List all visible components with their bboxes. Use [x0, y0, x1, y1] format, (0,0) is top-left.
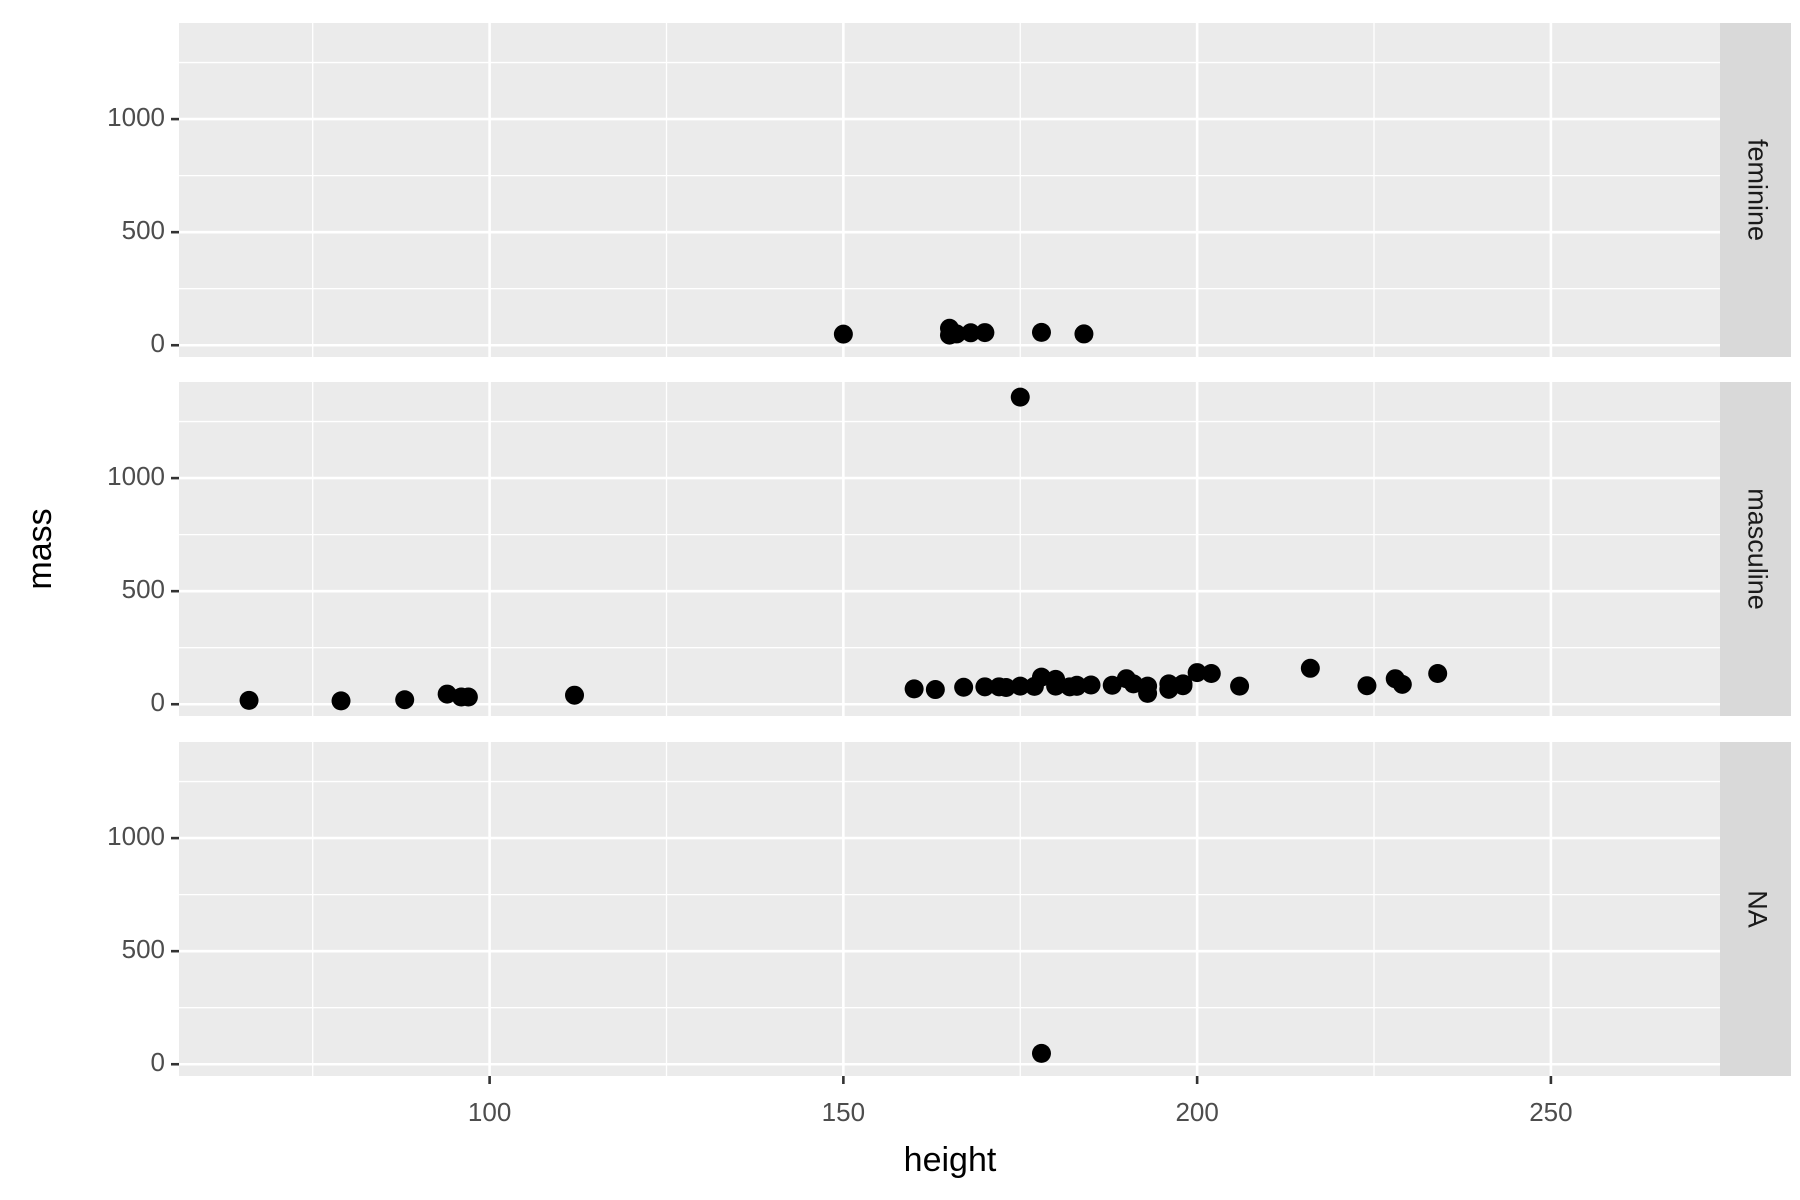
x-axis-label: height [904, 1141, 997, 1179]
facet-strip [1720, 742, 1791, 1076]
point [1300, 658, 1320, 678]
y-tick-label: 500 [122, 574, 165, 604]
y-axis-label: mass [21, 508, 59, 589]
y-tick-label: 1000 [107, 461, 165, 491]
point [1392, 674, 1412, 694]
point [925, 680, 945, 700]
point [975, 677, 995, 697]
point [437, 684, 457, 704]
point [395, 690, 415, 710]
facet-label: NA [1742, 890, 1772, 928]
facet-strip [1720, 23, 1791, 357]
point [1074, 324, 1094, 344]
point [1067, 675, 1087, 695]
y-tick-label: 1000 [107, 102, 165, 132]
point [1230, 676, 1250, 696]
panel-background [179, 742, 1720, 1076]
point [1046, 676, 1066, 696]
point [975, 323, 995, 343]
point [833, 324, 853, 344]
point [458, 687, 478, 707]
point [1031, 667, 1051, 687]
y-tick-label: 0 [151, 328, 165, 358]
facet-label: feminine [1742, 139, 1772, 241]
facet-strip [1720, 382, 1791, 716]
point [996, 678, 1016, 698]
x-tick-label: 150 [822, 1097, 865, 1127]
point [1102, 675, 1122, 695]
point [239, 690, 259, 710]
point [1010, 676, 1030, 696]
point [1201, 663, 1221, 683]
point [565, 685, 585, 705]
point [1031, 322, 1051, 342]
point [947, 324, 967, 344]
point [1123, 674, 1143, 694]
point [1031, 1043, 1051, 1063]
point [331, 691, 351, 711]
x-tick-label: 250 [1529, 1097, 1572, 1127]
panel-background [179, 382, 1720, 716]
point [1187, 663, 1207, 683]
panel-background [179, 23, 1720, 357]
point [1428, 663, 1448, 683]
y-tick-label: 1000 [107, 821, 165, 851]
y-tick-label: 500 [122, 215, 165, 245]
point [1081, 675, 1101, 695]
x-tick-label: 100 [468, 1097, 511, 1127]
point [904, 679, 924, 699]
point [1173, 674, 1193, 694]
point [1138, 676, 1158, 696]
x-tick-label: 200 [1175, 1097, 1218, 1127]
y-tick-label: 500 [122, 934, 165, 964]
point [1010, 387, 1030, 407]
point [954, 677, 974, 697]
y-tick-label: 0 [151, 687, 165, 717]
point [1357, 676, 1377, 696]
y-tick-label: 0 [151, 1047, 165, 1077]
point [1159, 674, 1179, 694]
facet-label: masculine [1742, 488, 1772, 610]
point [961, 323, 981, 343]
